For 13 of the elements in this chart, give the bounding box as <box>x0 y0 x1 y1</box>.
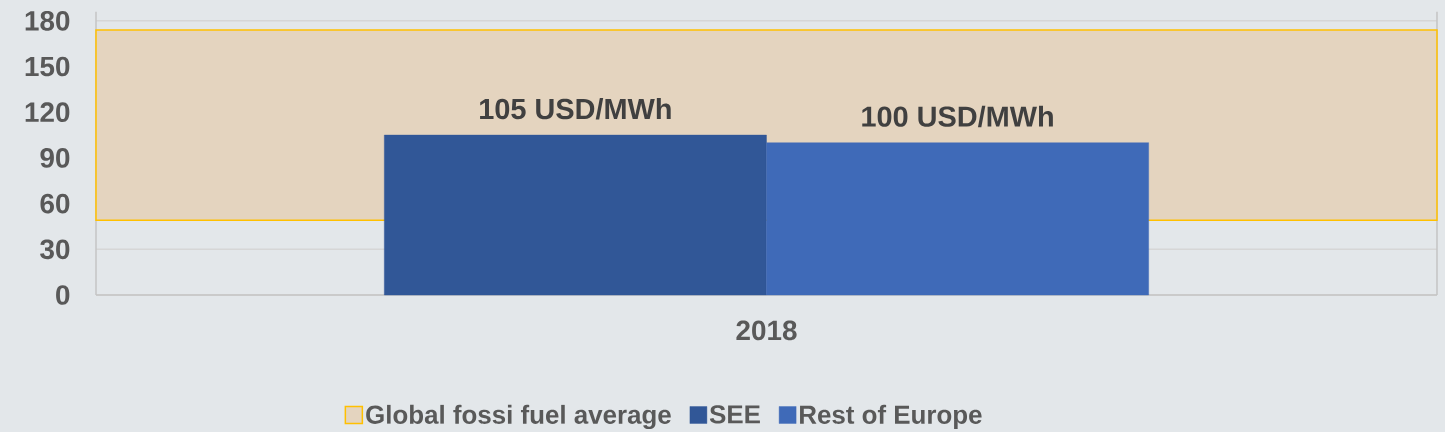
legend-label: Global fossi fuel average <box>366 404 671 430</box>
y-tick-label: 150 <box>25 56 70 77</box>
y-tick-label: 90 <box>40 148 70 168</box>
y-tick-label: 180 <box>25 10 70 31</box>
legend-label: SEE <box>709 405 760 424</box>
legend-label: Rest of Europe <box>800 404 982 430</box>
y-tick-label: 0 <box>56 285 70 305</box>
y-tick-label: 30 <box>40 239 70 260</box>
y-tick-label: 120 <box>25 102 70 123</box>
data-label: 105 USD/MWh <box>480 98 671 120</box>
data-label: 100 USD/MWh <box>862 105 1053 128</box>
y-tick-label: 60 <box>40 193 70 214</box>
x-tick-label: 2018 <box>736 320 797 341</box>
